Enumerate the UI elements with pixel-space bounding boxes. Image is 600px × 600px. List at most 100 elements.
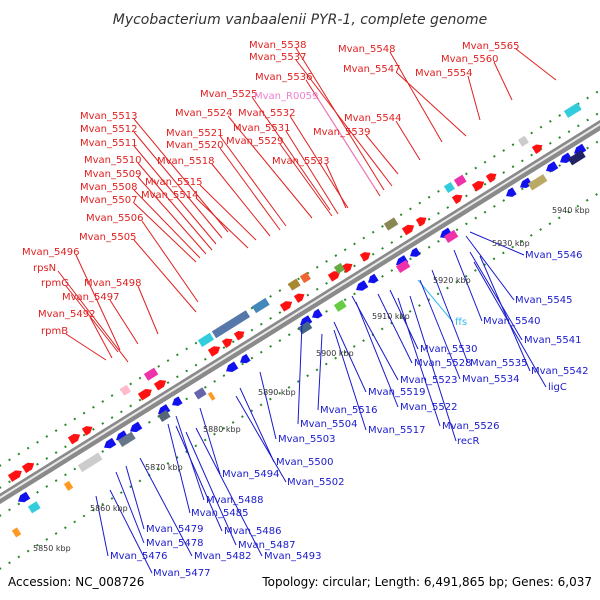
gene-label[interactable]: Mvan_5477 <box>153 568 210 579</box>
rna-gene-label[interactable]: Mvan_R0059 <box>254 91 318 102</box>
gene-block <box>27 501 41 514</box>
gene-label[interactable]: Mvan_5532 <box>238 108 295 119</box>
gene-block <box>527 174 548 191</box>
forward-gene-arrow <box>293 293 305 303</box>
gene-label[interactable]: Mvan_5512 <box>80 124 137 135</box>
gene-block <box>119 384 131 396</box>
gene-label[interactable]: rpsN <box>33 263 56 274</box>
gene-block <box>333 262 345 274</box>
gene-label[interactable]: Mvan_5540 <box>483 316 540 327</box>
gene-label[interactable]: Mvan_5503 <box>278 434 335 445</box>
gene-label[interactable]: Mvan_5530 <box>420 344 477 355</box>
gene-label[interactable]: Mvan_5502 <box>287 477 344 488</box>
gene-label[interactable]: Mvan_5541 <box>524 335 581 346</box>
gene-label[interactable]: Mvan_5565 <box>462 41 519 52</box>
forward-gene-arrow <box>67 433 81 445</box>
gene-label[interactable]: Mvan_5535 <box>470 358 527 369</box>
gene-label[interactable]: rpmB <box>41 326 68 337</box>
scale-label: 5890 kbp <box>258 388 296 397</box>
label-leader-lines <box>57 47 557 574</box>
gene-label[interactable]: Mvan_5536 <box>255 72 312 83</box>
gene-label[interactable]: Mvan_5496 <box>22 247 79 258</box>
gene-label[interactable]: Mvan_5500 <box>276 457 333 468</box>
gene-label[interactable]: Mvan_5493 <box>264 551 321 562</box>
gene-label[interactable]: Mvan_5522 <box>400 402 457 413</box>
gene-label[interactable]: Mvan_5534 <box>462 374 519 385</box>
gene-label[interactable]: Mvan_5524 <box>175 108 232 119</box>
gene-label[interactable]: Mvan_5526 <box>442 421 499 432</box>
gene-label[interactable]: Mvan_5510 <box>84 155 141 166</box>
ffs-gene-label[interactable]: ffs <box>455 317 467 328</box>
gene-label[interactable]: Mvan_5516 <box>320 405 377 416</box>
gene-block <box>453 174 467 187</box>
gene-label[interactable]: Mvan_5515 <box>145 177 202 188</box>
forward-gene-arrow <box>415 217 427 227</box>
gene-label[interactable]: Mvan_5544 <box>344 113 401 124</box>
gene-label[interactable]: Mvan_5528 <box>414 358 471 369</box>
gene-label[interactable]: Mvan_5504 <box>300 419 357 430</box>
gene-block <box>251 297 270 314</box>
gene-label[interactable]: Mvan_5539 <box>313 127 370 138</box>
gene-label[interactable]: Mvan_5554 <box>415 68 472 79</box>
gene-label[interactable]: Mvan_5531 <box>233 123 290 134</box>
gene-label[interactable]: rpmG <box>41 278 69 289</box>
gene-label[interactable]: Mvan_5498 <box>84 278 141 289</box>
gene-label[interactable]: Mvan_5517 <box>368 425 425 436</box>
gene-block <box>63 480 74 491</box>
gene-block <box>117 431 136 448</box>
gene-label[interactable]: Mvan_5537 <box>249 52 306 63</box>
gene-label[interactable]: Mvan_5492 <box>38 309 95 320</box>
gene-label[interactable]: Mvan_5542 <box>531 366 588 377</box>
gene-label[interactable]: Mvan_5520 <box>166 140 223 151</box>
scale-labels: 5850 kbp 5860 kbp 5870 kbp 5880 kbp 5890… <box>33 206 590 553</box>
gene-label[interactable]: Mvan_5494 <box>222 469 279 480</box>
scale-label: 5860 kbp <box>90 504 128 513</box>
gene-label[interactable]: Mvan_5529 <box>226 136 283 147</box>
gene-label[interactable]: Mvan_5497 <box>62 292 119 303</box>
gene-label[interactable]: Mvan_5546 <box>525 250 582 261</box>
gene-label[interactable]: Mvan_5513 <box>80 111 137 122</box>
gene-label[interactable]: recR <box>457 436 480 447</box>
gene-label[interactable]: Mvan_5519 <box>368 387 425 398</box>
gene-label[interactable]: Mvan_5547 <box>343 64 400 75</box>
forward-gene-arrow <box>221 338 233 348</box>
gene-label[interactable]: Mvan_5560 <box>441 54 498 65</box>
gene-label[interactable]: Mvan_5545 <box>515 295 572 306</box>
gene-label[interactable]: Mvan_5478 <box>146 538 203 549</box>
gene-label[interactable]: Mvan_5509 <box>84 169 141 180</box>
accession-label: Accession: NC_008726 <box>8 575 144 589</box>
reverse-gene-arrow <box>18 491 31 503</box>
gene-label[interactable]: Mvan_5486 <box>224 526 281 537</box>
genome-backbone <box>0 119 600 505</box>
gene-label[interactable]: Mvan_5525 <box>200 89 257 100</box>
gene-label[interactable]: Mvan_5508 <box>80 182 137 193</box>
scale-label: 5880 kbp <box>203 425 241 434</box>
gene-label[interactable]: Mvan_5485 <box>191 508 248 519</box>
scale-label: 5930 kbp <box>492 239 530 248</box>
gene-label[interactable]: Mvan_5514 <box>141 190 198 201</box>
gene-label[interactable]: Mvan_5538 <box>249 40 306 51</box>
forward-gene-arrow <box>485 173 497 183</box>
gene-block <box>395 259 411 274</box>
reverse-gene-arrow <box>546 161 559 172</box>
gene-label[interactable]: Mvan_5548 <box>338 44 395 55</box>
gene-label[interactable]: Mvan_5482 <box>194 551 251 562</box>
gene-label[interactable]: Mvan_5505 <box>79 232 136 243</box>
gene-label[interactable]: Mvan_5507 <box>80 195 137 206</box>
gene-label[interactable]: Mvan_5518 <box>157 156 214 167</box>
forward-gene-arrow <box>233 331 245 341</box>
reverse-gene-arrow <box>312 308 323 319</box>
gene-label[interactable]: ligC <box>548 382 567 393</box>
gene-label[interactable]: Mvan_5521 <box>166 128 223 139</box>
gene-label[interactable]: Mvan_5487 <box>238 540 295 551</box>
gene-label[interactable]: Mvan_5479 <box>146 524 203 535</box>
gene-block <box>207 391 216 401</box>
gene-label[interactable]: Mvan_5511 <box>80 138 137 149</box>
gene-label[interactable]: Mvan_5488 <box>206 495 263 506</box>
gene-label[interactable]: Mvan_5533 <box>272 156 329 167</box>
gene-label[interactable]: Mvan_5476 <box>110 551 167 562</box>
gene-features <box>7 102 587 538</box>
gene-label[interactable]: Mvan_5523 <box>400 375 457 386</box>
gene-label[interactable]: Mvan_5506 <box>86 213 143 224</box>
gene-block <box>567 150 586 166</box>
